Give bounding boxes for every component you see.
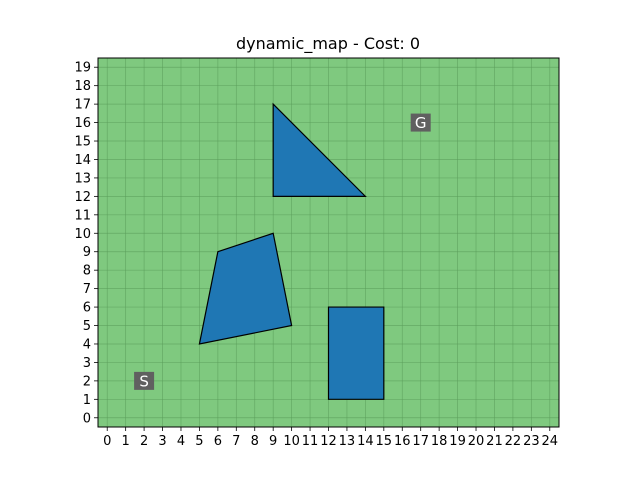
- x-tick-label: 3: [158, 434, 166, 449]
- start-marker-box: [134, 371, 155, 390]
- x-tick-label: 19: [449, 434, 466, 449]
- chart-title: dynamic_map - Cost: 0: [236, 34, 420, 54]
- x-tick-label: 23: [523, 434, 540, 449]
- y-tick-label: 12: [74, 190, 91, 205]
- x-tick-label: 14: [357, 434, 374, 449]
- y-tick-label: 13: [74, 171, 91, 186]
- x-tick-label: 5: [195, 434, 203, 449]
- x-tick-label: 6: [214, 434, 222, 449]
- x-tick-label: 16: [394, 434, 411, 449]
- x-tick-label: 0: [103, 434, 111, 449]
- x-tick-label: 2: [140, 434, 148, 449]
- y-tick-label: 14: [74, 153, 91, 168]
- x-tick-label: 13: [339, 434, 356, 449]
- y-tick-label: 7: [83, 282, 91, 297]
- y-tick-label: 18: [74, 79, 91, 94]
- y-tick-label: 0: [83, 411, 91, 426]
- x-tick-label: 1: [122, 434, 130, 449]
- x-axis: 0 1 2 3 4 5 6 7 8 9 10 11 12 13 14 15 16 17 18 19 20 21 22 23 24: [103, 427, 558, 449]
- x-tick-label: 24: [542, 434, 559, 449]
- plot-area: SG: [97, 57, 560, 428]
- y-tick-label: 8: [83, 264, 91, 279]
- x-tick-label: 15: [376, 434, 393, 449]
- x-tick-label: 9: [269, 434, 277, 449]
- y-tick-label: 6: [83, 301, 91, 316]
- x-tick-label: 22: [505, 434, 522, 449]
- y-tick-label: 1: [83, 393, 91, 408]
- x-tick-label: 4: [177, 434, 185, 449]
- obstacle-rectangle: [327, 306, 385, 400]
- y-tick-label: 2: [83, 374, 91, 389]
- y-tick-label: 10: [74, 227, 91, 242]
- x-tick-label: 7: [232, 434, 240, 449]
- y-tick-label: 5: [83, 319, 91, 334]
- x-tick-label: 17: [412, 434, 429, 449]
- start-marker-label: S: [139, 372, 149, 390]
- y-tick-label: 4: [83, 337, 91, 352]
- x-tick-label: 10: [283, 434, 300, 449]
- obstacle-triangle: [272, 102, 367, 197]
- y-tick-label: 11: [74, 208, 91, 223]
- y-tick-label: 9: [83, 245, 91, 260]
- x-tick-label: 21: [486, 434, 503, 449]
- x-tick-label: 11: [302, 434, 319, 449]
- x-tick-label: 12: [320, 434, 337, 449]
- obstacle-quadrilateral: [198, 232, 293, 345]
- y-tick-label: 3: [83, 356, 91, 371]
- goal-marker-label: G: [415, 114, 427, 132]
- y-tick-label: 15: [74, 135, 91, 150]
- x-tick-label: 20: [468, 434, 485, 449]
- y-tick-label: 16: [74, 116, 91, 131]
- goal-marker-box: [410, 113, 431, 132]
- x-tick-label: 18: [431, 434, 448, 449]
- x-tick-label: 8: [251, 434, 259, 449]
- y-tick-label: 19: [74, 61, 91, 76]
- y-tick-label: 17: [74, 98, 91, 113]
